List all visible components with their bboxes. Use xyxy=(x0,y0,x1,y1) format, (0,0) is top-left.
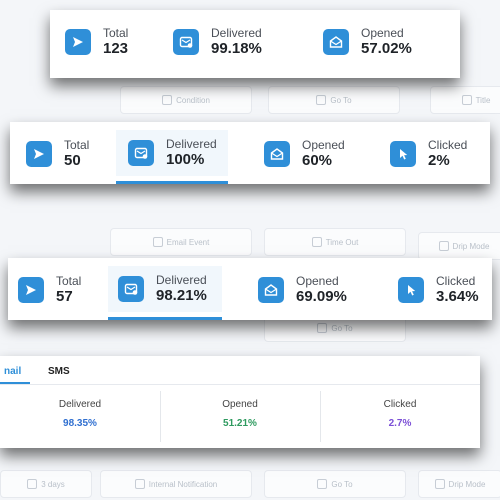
metric-value: 51.21% xyxy=(223,418,257,429)
stat-total: Total 50 xyxy=(26,138,89,170)
metric-clicked: Clicked 2.7% xyxy=(320,385,480,448)
bg-node-label: Time Out xyxy=(325,237,359,247)
bg-node-label: Condition xyxy=(176,95,210,105)
stat-delivered: Delivered 99.18% xyxy=(173,26,262,58)
bg-node-goto: Go To xyxy=(268,86,400,114)
clicked-icon xyxy=(398,277,424,304)
bg-node-days: 3 days xyxy=(0,470,92,498)
node-icon xyxy=(134,479,145,489)
bg-node-drip-mode-2: Drip Mode xyxy=(418,470,500,498)
send-icon xyxy=(65,29,91,56)
stats-card-2: Total 50 Delivered 100% Opened 60% Clicked 2… xyxy=(10,122,490,184)
active-tab-underline xyxy=(108,317,222,320)
node-icon xyxy=(27,479,38,489)
bg-node-timeout: Time Out xyxy=(264,228,406,256)
send-icon xyxy=(18,277,44,304)
bg-node-drip-mode: Drip Mode xyxy=(418,232,500,260)
node-icon xyxy=(434,479,445,489)
stat-label: Clicked xyxy=(428,138,468,152)
stat-value: 2% xyxy=(428,152,450,170)
opened-icon xyxy=(258,277,284,304)
stat-value: 99.18% xyxy=(211,40,262,58)
bg-node-label: Go To xyxy=(331,479,353,489)
stats-card-4: nail SMS Delivered 98.35% Opened 51.21% … xyxy=(0,356,480,448)
node-icon xyxy=(438,241,449,251)
stat-value: 50 xyxy=(64,152,81,170)
metric-delivered: Delivered 98.35% xyxy=(0,385,160,448)
bg-node-label: Drip Mode xyxy=(448,479,486,489)
tab-email[interactable]: nail xyxy=(4,366,22,377)
stat-delivered[interactable]: Delivered 100% xyxy=(116,130,228,176)
delivered-icon xyxy=(173,29,199,56)
delivered-icon xyxy=(118,276,144,302)
stat-label: Delivered xyxy=(156,272,207,287)
stat-value: 100% xyxy=(166,151,205,169)
stat-label: Delivered xyxy=(166,136,217,151)
stat-label: Total xyxy=(103,26,129,40)
bg-node-condition: Condition xyxy=(120,86,252,114)
bg-node-label: Internal Notification xyxy=(148,479,218,489)
bg-node-label: Go To xyxy=(331,323,353,333)
metric-label: Opened xyxy=(222,399,258,410)
stat-clicked: Clicked 2% xyxy=(390,138,467,170)
stat-value: 123 xyxy=(103,40,129,58)
stat-label: Clicked xyxy=(436,274,476,288)
node-icon xyxy=(152,237,163,247)
stat-delivered[interactable]: Delivered 98.21% xyxy=(108,266,222,312)
stat-label: Total xyxy=(56,274,82,288)
metric-label: Clicked xyxy=(383,399,417,410)
node-icon xyxy=(316,95,327,105)
stat-clicked: Clicked 3.64% xyxy=(398,274,479,306)
stat-label: Opened xyxy=(361,26,404,40)
stat-label: Delivered xyxy=(211,26,262,40)
node-icon xyxy=(162,95,173,105)
bg-node-internal-notification: Internal Notification xyxy=(100,470,252,498)
bg-node-goto-3: Go To xyxy=(264,470,406,498)
stat-value: 57 xyxy=(56,288,73,306)
stat-opened: Opened 57.02% xyxy=(323,26,412,58)
node-icon xyxy=(317,479,328,489)
tab-divider xyxy=(0,384,480,385)
node-icon xyxy=(311,237,322,247)
metric-opened: Opened 51.21% xyxy=(160,385,320,448)
delivered-icon xyxy=(128,140,154,166)
bg-node-title: Title xyxy=(430,86,500,114)
metric-value: 2.7% xyxy=(388,418,412,429)
stat-label: Opened xyxy=(302,138,345,152)
bg-node-label: 3 days xyxy=(41,479,65,489)
send-icon xyxy=(26,141,52,168)
bg-node-label: Drip Mode xyxy=(452,241,490,251)
stat-label: Opened xyxy=(296,274,339,288)
node-icon xyxy=(317,323,328,333)
metric-value: 98.35% xyxy=(63,418,97,429)
metric-label: Delivered xyxy=(58,399,102,410)
node-icon xyxy=(461,95,472,105)
stats-card-3: Total 57 Delivered 98.21% Opened 69.09% Cli… xyxy=(8,258,492,320)
bg-node-label: Email Event xyxy=(166,237,210,247)
stat-value: 60% xyxy=(302,152,333,170)
metrics-row: Delivered 98.35% Opened 51.21% Clicked 2… xyxy=(0,385,480,448)
stat-opened: Opened 69.09% xyxy=(258,274,347,306)
divider xyxy=(320,391,321,442)
stat-opened: Opened 60% xyxy=(264,138,345,170)
tab-sms[interactable]: SMS xyxy=(48,366,70,377)
stat-value: 3.64% xyxy=(436,288,479,306)
stat-value: 98.21% xyxy=(156,287,207,305)
opened-icon xyxy=(264,141,290,168)
stats-card-1: Total 123 Delivered 99.18% Opened 57.02% xyxy=(50,10,460,78)
stat-value: 57.02% xyxy=(361,40,412,58)
divider xyxy=(160,391,161,442)
bg-node-email-event: Email Event xyxy=(110,228,252,256)
stat-total: Total 123 xyxy=(65,26,128,58)
bg-node-label: Title xyxy=(475,95,491,105)
active-tab-underline xyxy=(116,181,228,184)
opened-icon xyxy=(323,29,349,56)
clicked-icon xyxy=(390,141,416,168)
stat-value: 69.09% xyxy=(296,288,347,306)
stat-total: Total 57 xyxy=(18,274,81,306)
stat-label: Total xyxy=(64,138,90,152)
tab-email-underline xyxy=(0,382,30,384)
bg-node-label: Go To xyxy=(330,95,352,105)
